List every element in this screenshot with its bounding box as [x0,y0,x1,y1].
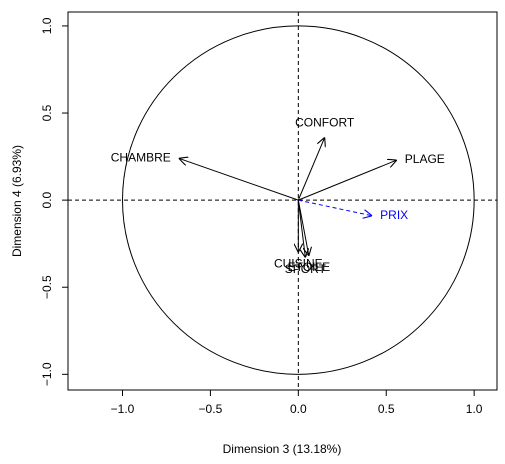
x-tick-label: 0.0 [290,402,307,416]
x-tick-label: −0.5 [199,402,223,416]
x-tick-label: 1.0 [466,402,483,416]
arrow-label: ETOILE [288,260,330,274]
arrow [298,199,372,216]
arrow [297,200,309,256]
arrow [297,200,305,257]
y-tick-label: 0.5 [40,104,54,121]
arrow [179,158,299,201]
x-axis-label: Dimension 3 (13.18%) [223,442,342,456]
arrow-label: CUISINE [274,257,323,271]
y-tick-label: −1.0 [40,362,54,386]
y-tick-label: −0.5 [40,275,54,299]
arrow-label: CHAMBRE [111,150,171,164]
y-axis-label: Dimension 4 (6.93%) [10,145,24,257]
arrow-label: CONFORT [295,116,355,130]
arrow [297,137,324,201]
x-tick-label: −1.0 [111,402,135,416]
plot-frame [67,11,498,391]
y-tick-label: 0.0 [40,191,54,208]
x-tick-label: 0.5 [378,402,395,416]
arrow [298,160,396,201]
arrow-label: PRIX [380,208,408,222]
y-tick-label: 1.0 [40,17,54,34]
arrow-label: SPORT [285,262,327,276]
arrow-label: PLAGE [405,152,445,166]
